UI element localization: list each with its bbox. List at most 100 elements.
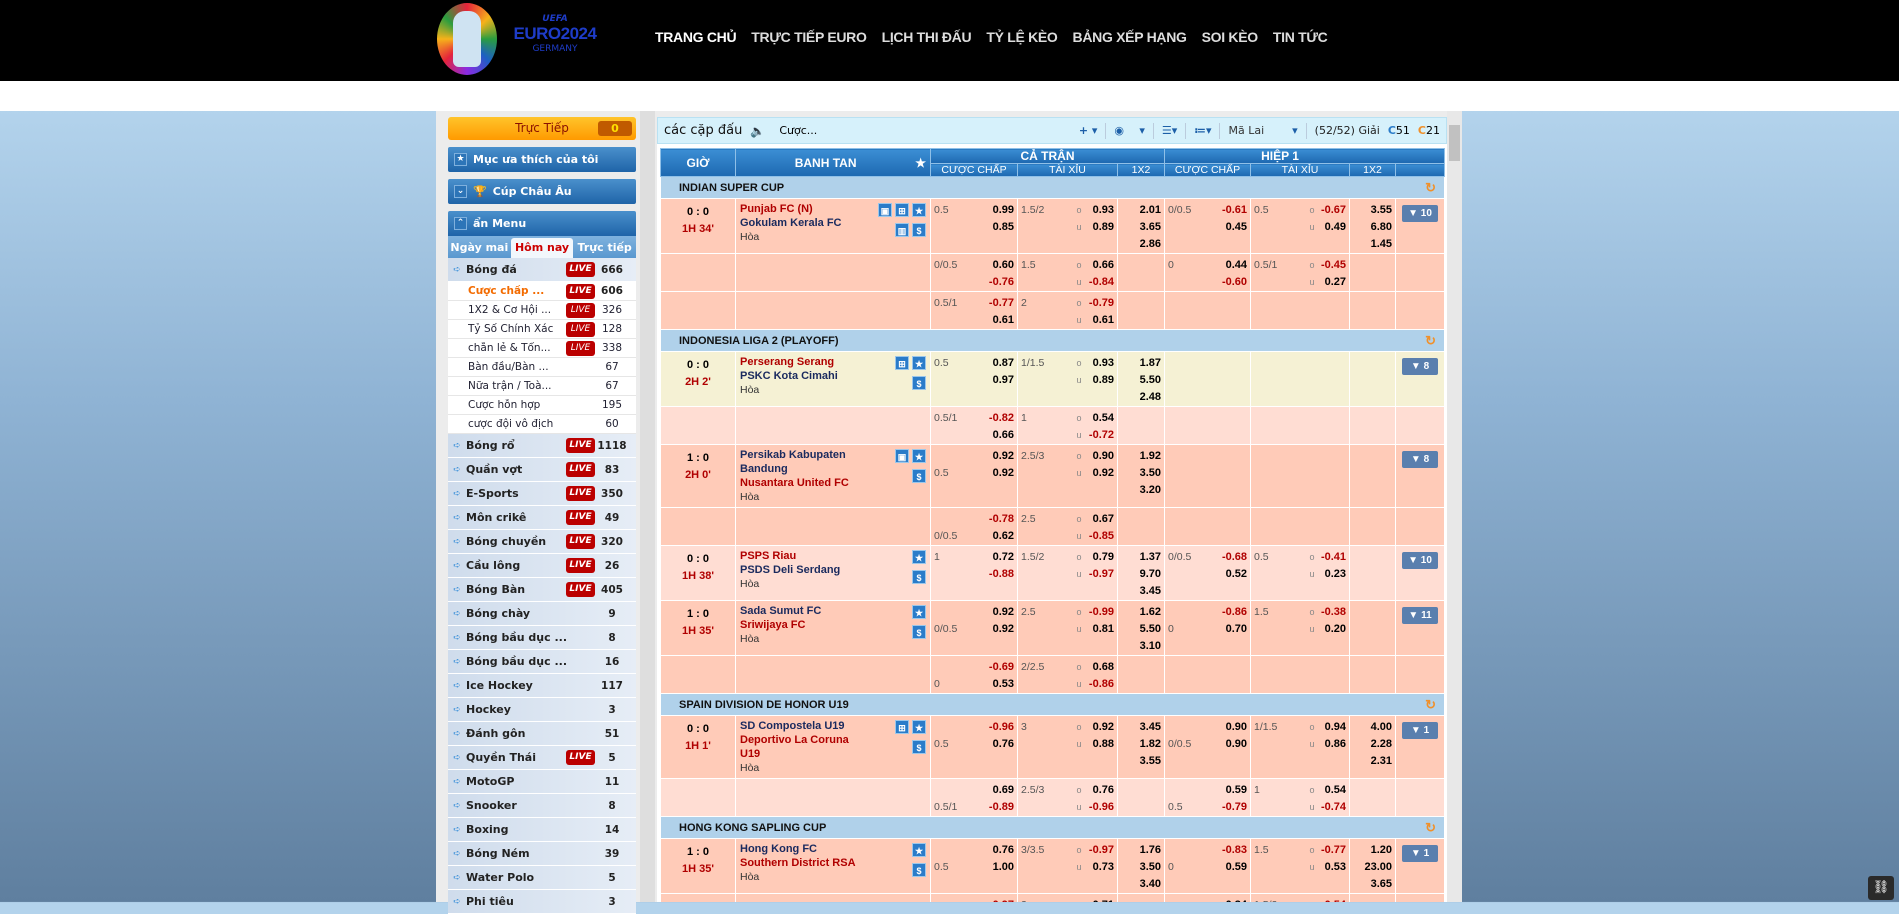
handicap-odds[interactable]: 0.59 (1225, 784, 1248, 796)
nav-lich-thi-dau[interactable]: LỊCH THI ĐẤU (881, 29, 972, 45)
1x2-odds[interactable]: 2.28 (1370, 738, 1393, 750)
total-odds[interactable]: 0.73 (1092, 861, 1114, 873)
away-team[interactable]: PSDS Deli Serdang (740, 564, 841, 576)
leagues-filter[interactable]: (52/52) Giải (1314, 124, 1380, 137)
list-view-icon[interactable]: ≔▾ (1194, 124, 1212, 137)
handicap-odds[interactable]: -0.76 (988, 276, 1014, 288)
more-bets-button[interactable]: ▼ 11 (1402, 607, 1439, 624)
1x2-odds[interactable]: 5.50 (1139, 623, 1162, 635)
handicap-odds[interactable]: 0.92 (992, 450, 1014, 462)
1x2-odds[interactable]: 3.65 (1139, 221, 1162, 233)
sport-item[interactable]: ➪ Môn crikê LIVE 49 (448, 506, 636, 530)
sport-item[interactable]: ➪ Water Polo 5 (448, 866, 636, 890)
1x2-odds[interactable]: 1.87 (1139, 357, 1162, 369)
home-team[interactable]: Perserang Serang (740, 356, 835, 368)
sport-item[interactable]: ➪ Cầu lông LIVE 26 (448, 554, 636, 578)
chart-icon[interactable]: ▥ (895, 223, 909, 237)
star-icon[interactable]: ★ (912, 449, 926, 463)
handicap-odds[interactable]: 0.99 (992, 204, 1014, 216)
field-icon[interactable]: ⊞ (895, 720, 909, 734)
1x2-odds[interactable]: 2.01 (1139, 204, 1162, 216)
bet-type-item[interactable]: Tỷ Số Chính Xác LIVE 128 (448, 320, 636, 339)
handicap-odds[interactable]: 0.45 (1225, 221, 1248, 233)
sport-item[interactable]: ➪ E-Sports LIVE 350 (448, 482, 636, 506)
1x2-odds[interactable]: 3.40 (1139, 878, 1162, 890)
1x2-odds[interactable]: 2.31 (1370, 755, 1393, 767)
more-bets-button[interactable]: ▼ 1 (1402, 722, 1439, 739)
sport-item[interactable]: ➪ Snooker 8 (448, 794, 636, 818)
1x2-odds[interactable]: 1.37 (1139, 551, 1162, 563)
sport-item[interactable]: ➪ Quyền Thái LIVE 5 (448, 746, 636, 770)
total-odds[interactable]: -0.97 (1088, 568, 1114, 580)
1x2-odds[interactable]: 2.48 (1139, 391, 1162, 403)
handicap-odds[interactable]: -0.77 (988, 297, 1014, 309)
sport-item[interactable]: ➪ Ice Hockey 117 (448, 674, 636, 698)
league-row[interactable]: INDIAN SUPER CUP ↻ (659, 176, 1446, 199)
total-odds[interactable]: 0.89 (1092, 221, 1114, 233)
1x2-odds[interactable]: 1.82 (1139, 738, 1162, 750)
refresh-icon[interactable]: ↻ (1425, 697, 1437, 712)
tab-today[interactable]: Hôm nay (510, 238, 574, 258)
field-icon[interactable]: ⊞ (895, 356, 909, 370)
total-odds[interactable]: -0.99 (1088, 606, 1114, 618)
handicap-odds[interactable]: 0.72 (992, 551, 1014, 563)
total-odds[interactable]: 0.54 (1324, 784, 1347, 796)
1x2-odds[interactable]: 3.50 (1139, 861, 1162, 873)
star-icon[interactable]: ★ (912, 356, 926, 370)
sort-icon[interactable]: ☰▾ (1161, 124, 1178, 137)
dollar-icon[interactable]: $ (912, 570, 926, 584)
total-odds[interactable]: -0.86 (1088, 678, 1114, 690)
refresh-icon[interactable]: ↻ (1425, 180, 1437, 195)
total-odds[interactable]: 0.71 (1093, 897, 1114, 902)
handicap-odds[interactable]: 0.53 (992, 678, 1014, 690)
league-row[interactable]: INDONESIA LIGA 2 (PLAYOFF) ↻ (659, 329, 1446, 352)
handicap-odds[interactable]: 0.92 (992, 467, 1014, 479)
1x2-odds[interactable]: 4.00 (1370, 721, 1393, 733)
handicap-odds[interactable]: 0.90 (1225, 721, 1248, 733)
nav-tin-tuc[interactable]: TIN TỨC (1272, 29, 1328, 45)
total-odds[interactable]: 0.68 (1092, 661, 1114, 673)
sport-item[interactable]: ➪ Bóng bầu dục ... 8 (448, 626, 636, 650)
total-odds[interactable]: 0.49 (1324, 221, 1347, 233)
tab-live[interactable]: Trực tiếp (577, 241, 632, 254)
odds-type-select[interactable]: Mã Lai (1228, 124, 1265, 137)
bet-type-item[interactable]: Bàn đầu/Bàn ... 67 (448, 358, 636, 377)
bet-type-item[interactable]: Cược hỗn hợp 195 (448, 396, 636, 415)
total-odds[interactable]: 0.23 (1324, 568, 1347, 580)
dollar-icon[interactable]: $ (912, 625, 926, 639)
nav-truc-tiep-euro[interactable]: TRỰC TIẾP EURO (751, 29, 867, 45)
more-bets-button[interactable]: ▼ 10 (1402, 552, 1439, 569)
total-odds[interactable]: -0.97 (1088, 844, 1114, 856)
total-odds[interactable]: 0.89 (1092, 374, 1114, 386)
total-odds[interactable]: 0.92 (1092, 721, 1114, 733)
hide-menu-bar[interactable]: ⌃ ẩn Menu (448, 211, 636, 236)
home-team[interactable]: Punjab FC (N) (740, 203, 813, 215)
nav-ty-le-keo[interactable]: TỶ LỆ KÈO (986, 29, 1058, 45)
total-odds[interactable]: -0.41 (1320, 551, 1347, 563)
euro2024-logo[interactable] (437, 3, 497, 75)
total-odds[interactable]: 0.92 (1092, 467, 1114, 479)
handicap-odds[interactable]: 0.92 (992, 623, 1014, 635)
total-odds[interactable]: -0.67 (1320, 204, 1347, 216)
bet-type-item[interactable]: Cược chấp ... LIVE 606 (448, 282, 636, 301)
handicap-odds[interactable]: 0.44 (1225, 259, 1248, 271)
total-odds[interactable]: 0.76 (1092, 784, 1114, 796)
1x2-odds[interactable]: 3.45 (1139, 585, 1162, 597)
main-scrollbar[interactable] (1447, 111, 1462, 902)
handicap-odds[interactable]: 0.97 (992, 374, 1014, 386)
home-team[interactable]: Hong Kong FC (740, 843, 817, 855)
star-icon[interactable]: ★ (912, 720, 926, 734)
total-odds[interactable]: -0.38 (1320, 606, 1347, 618)
star-icon[interactable]: ★ (912, 843, 926, 857)
total-odds[interactable]: 0.53 (1324, 861, 1347, 873)
sidebar-scrollbar[interactable] (640, 111, 655, 902)
1x2-odds[interactable]: 1.92 (1139, 450, 1162, 462)
handicap-odds[interactable]: -0.69 (988, 661, 1014, 673)
sport-item[interactable]: ➪ Bóng Bàn LIVE 405 (448, 578, 636, 602)
star-icon[interactable]: ★ (912, 550, 926, 564)
1x2-odds[interactable]: 3.45 (1139, 721, 1162, 733)
total-odds[interactable]: -0.54 (1321, 897, 1346, 902)
total-odds[interactable]: 0.27 (1324, 276, 1347, 288)
bet-type-item[interactable]: cược đội vô địch 60 (448, 415, 636, 434)
away-team[interactable]: Gokulam Kerala FC (740, 217, 842, 229)
